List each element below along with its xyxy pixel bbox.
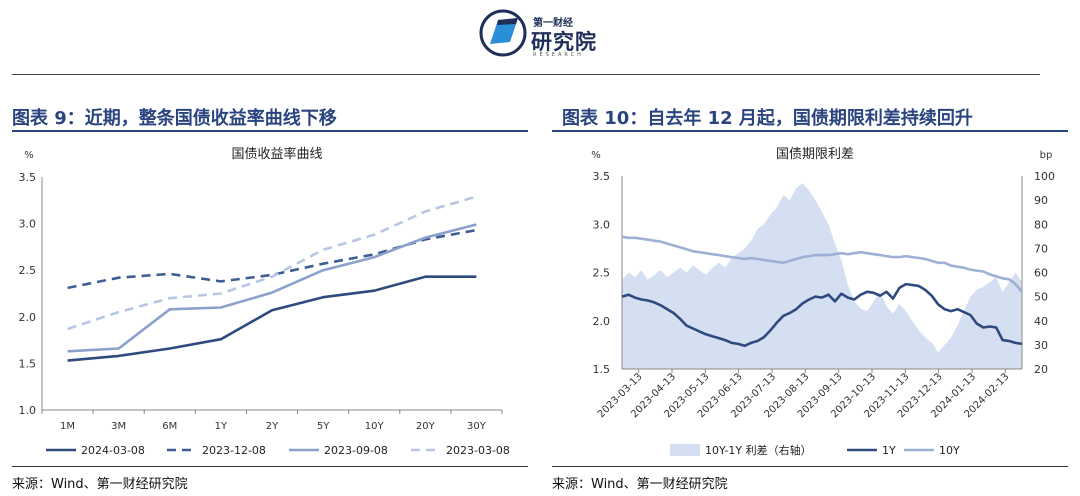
right-source-rule <box>552 466 1068 467</box>
legend-label: 2023-09-08 <box>324 444 388 457</box>
x-tick-label: 30Y <box>467 421 487 432</box>
x-tick-label: 10Y <box>365 421 385 432</box>
header-divider <box>12 74 1040 75</box>
legend-item: 2023-12-08 <box>167 444 266 457</box>
chart-title: 国债期限利差 <box>776 147 854 162</box>
left-source-note: 来源：Wind、第一财经研究院 <box>12 477 188 492</box>
x-tick-label: 6M <box>162 421 177 432</box>
legend-label: 10Y-1Y 利差（右轴） <box>705 443 812 457</box>
y-tick-label-left: 2.5 <box>593 267 611 280</box>
legend-item: 2023-09-08 <box>289 444 388 457</box>
legend-swatch <box>670 444 700 456</box>
y-tick-label-left: 3.5 <box>593 170 611 183</box>
right-source-note: 来源：Wind、第一财经研究院 <box>552 477 728 492</box>
y-tick-label: 1.5 <box>19 357 37 370</box>
right-figure-title: 图表 10：自去年 12 月起，国债期限利差持续回升 <box>562 108 973 129</box>
logo-text-big: 研究院 <box>531 30 597 54</box>
spread-area <box>622 183 1022 369</box>
y-tick-label-right: 60 <box>1034 267 1048 280</box>
left-figure-title: 图表 9：近期，整条国债收益率曲线下移 <box>12 108 337 129</box>
x-tick-label: 3M <box>111 421 126 432</box>
series-line-2023-09-08 <box>67 223 477 353</box>
x-tick-label: 5Y <box>317 421 330 432</box>
series-line-2023-03-08 <box>67 195 477 331</box>
y-tick-label-right: 30 <box>1034 339 1048 352</box>
legend-item: 1Y <box>847 444 896 457</box>
yield-curve-chart: 国债收益率曲线 % 1.0 1.5 2.0 2.5 3.0 3.5 1M 3M 6M 1Y 2Y 5… <box>19 146 510 457</box>
y-tick-label-right: 50 <box>1034 291 1048 304</box>
y-tick-label-left: 2.0 <box>593 315 611 328</box>
y-tick-label-right: 40 <box>1034 315 1048 328</box>
y-tick-label-right: 20 <box>1034 363 1048 376</box>
left-title-rule <box>12 130 528 132</box>
right-title-rule <box>552 130 1068 132</box>
legend-label: 2024-03-08 <box>81 444 145 457</box>
logo: 第一财经 研究院 RESEARCH <box>478 6 608 64</box>
y-tick-label-right: 80 <box>1034 218 1048 231</box>
legend-label: 2023-03-08 <box>446 444 510 457</box>
y-tick-label: 3.0 <box>19 218 37 231</box>
term-spread-chart: 国债期限利差 % bp 1.5 2.0 2.5 3.0 3.5 20 30 40 50 60 70 8… <box>591 147 1055 457</box>
y-tick-label-right: 90 <box>1034 194 1048 207</box>
y-tick-label: 3.5 <box>19 171 37 184</box>
legend-label: 2023-12-08 <box>202 444 266 457</box>
series-line-2024-03-08 <box>67 275 477 362</box>
x-tick-label: 1M <box>60 421 75 432</box>
legend-item: 10Y <box>904 444 960 457</box>
y-tick-label: 2.0 <box>19 311 37 324</box>
y-tick-label: 1.0 <box>19 404 37 417</box>
series-line-1Y <box>621 282 1023 348</box>
legend-label: 1Y <box>882 444 896 457</box>
y-axis-unit: % <box>24 150 34 161</box>
y-tick-label-left: 1.5 <box>593 363 611 376</box>
y-tick-label-right: 70 <box>1034 242 1048 255</box>
x-tick-label: 20Y <box>416 421 436 432</box>
y-axis-unit-right: bp <box>1040 150 1053 161</box>
legend-item: 2023-03-08 <box>411 444 510 457</box>
y-tick-label: 2.5 <box>19 264 37 277</box>
logo-text-en: RESEARCH <box>533 52 584 58</box>
y-axis-unit-left: % <box>591 150 601 161</box>
y-tick-label-right: 100 <box>1034 170 1055 183</box>
series-line-10Y <box>621 235 1023 293</box>
legend-item: 2024-03-08 <box>46 444 145 457</box>
left-source-rule <box>12 466 528 467</box>
legend-item: 10Y-1Y 利差（右轴） <box>670 443 812 457</box>
logo-text-small: 第一财经 <box>533 18 573 29</box>
chart-title: 国债收益率曲线 <box>231 146 322 162</box>
y-tick-label-left: 3.0 <box>593 218 611 231</box>
logo-emblem-icon <box>479 9 527 57</box>
x-tick-label: 2Y <box>266 421 279 432</box>
legend-label: 10Y <box>939 444 960 457</box>
x-tick-label: 1Y <box>215 421 228 432</box>
